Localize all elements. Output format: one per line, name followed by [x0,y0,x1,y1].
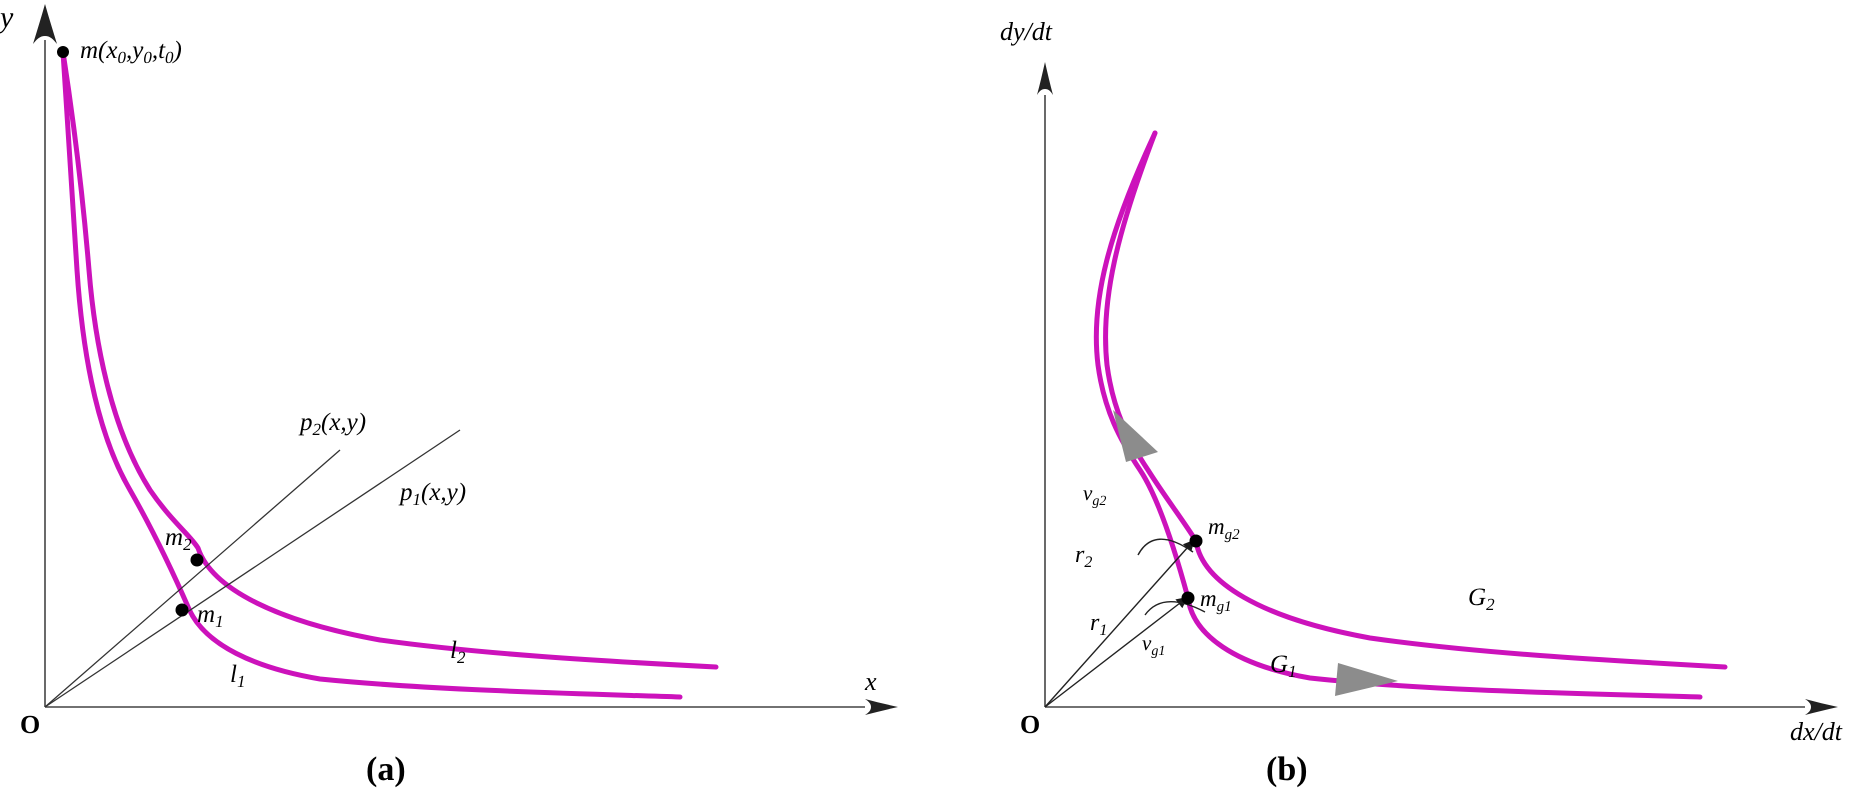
svg-text:x: x [864,667,877,696]
svg-text:mg2: mg2 [1208,514,1240,543]
svg-text:y: y [0,1,14,34]
svg-text:l1: l1 [230,661,245,691]
svg-text:G2: G2 [1468,584,1495,614]
svg-text:m(x0,y0,t0): m(x0,y0,t0) [80,37,182,67]
svg-text:O: O [20,710,40,739]
svg-text:O: O [1020,710,1040,739]
svg-text:m1: m1 [197,601,224,631]
svg-text:vg1: vg1 [1142,631,1165,659]
svg-text:vg2: vg2 [1083,481,1106,509]
svg-text:dy/dt: dy/dt [1000,17,1053,46]
svg-text:(a): (a) [366,751,406,788]
svg-text:m2: m2 [165,524,192,554]
svg-text:(b): (b) [1266,751,1308,788]
svg-text:r2: r2 [1075,542,1092,571]
svg-text:r1: r1 [1090,610,1107,639]
svg-text:G1: G1 [1270,651,1297,681]
svg-text:p1(x,y): p1(x,y) [398,479,466,509]
svg-text:mg1: mg1 [1200,586,1232,615]
svg-text:dx/dt: dx/dt [1790,717,1843,746]
svg-text:p2(x,y): p2(x,y) [298,409,366,439]
svg-text:l2: l2 [450,637,466,667]
